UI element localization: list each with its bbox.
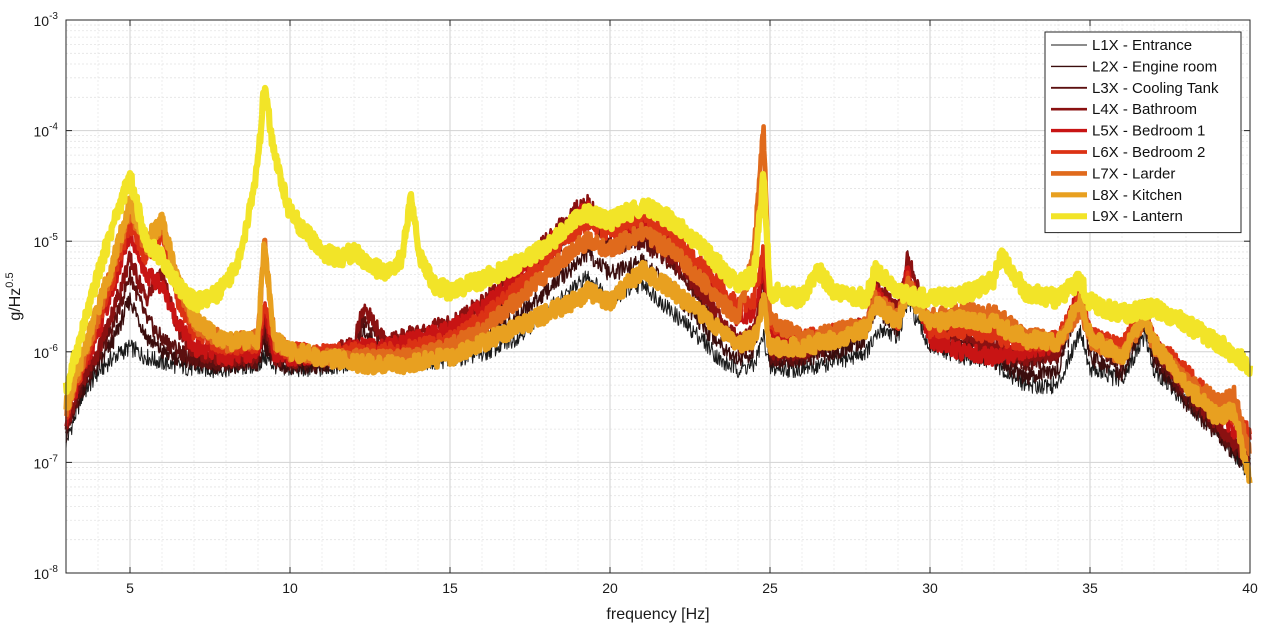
x-axis-label: frequency [Hz] [606,606,709,623]
plot-frame [65,19,1251,574]
y-tick-label: 10-8 [34,564,59,582]
y-tick-label: 10-6 [34,343,59,361]
y-axis-label-exponent: 0.5 [4,272,16,287]
y-tick-label: 10-4 [34,122,59,140]
series-line [65,243,1251,471]
y-axis-label: g/Hz0.5 [4,272,24,320]
x-tick-label: 30 [922,580,938,596]
x-tick-label: 35 [1082,580,1098,596]
series-line [62,84,1254,395]
legend: L1X - Entrance L2X - Engine room L3X - Coo… [1044,31,1242,234]
x-tick-label: 15 [442,580,458,596]
y-axis-label-base: g/Hz [7,288,24,321]
x-tick-label: 20 [602,580,618,596]
y-tick-label: 10-7 [34,453,59,471]
x-tick-label: 25 [762,580,778,596]
legend-label: L4X - Bathroom [1092,101,1197,118]
series-lines [62,84,1254,484]
legend-label: L6X - Bedroom 2 [1092,144,1205,161]
x-tick-label: 10 [282,580,298,596]
legend-label: L2X - Engine room [1092,58,1217,75]
x-tick-label: 40 [1242,580,1258,596]
legend-label: L5X - Bedroom 1 [1092,123,1205,140]
y-tick-label: 10-3 [34,11,59,29]
x-tick-label: 5 [126,580,134,596]
axis-ticks: 5 10 15 20 25 30 35 40 10-8 10-7 10-6 10-5 10-4 10-3 [34,11,1258,596]
legend-label: L1X - Entrance [1092,37,1192,54]
legend-label: L3X - Cooling Tank [1092,80,1219,97]
legend-label: L7X - Larder [1092,165,1175,182]
legend-label: L8X - Kitchen [1092,187,1182,204]
series-line [63,194,1253,484]
y-tick-label: 10-5 [34,232,59,250]
legend-label: L9X - Lantern [1092,208,1183,225]
